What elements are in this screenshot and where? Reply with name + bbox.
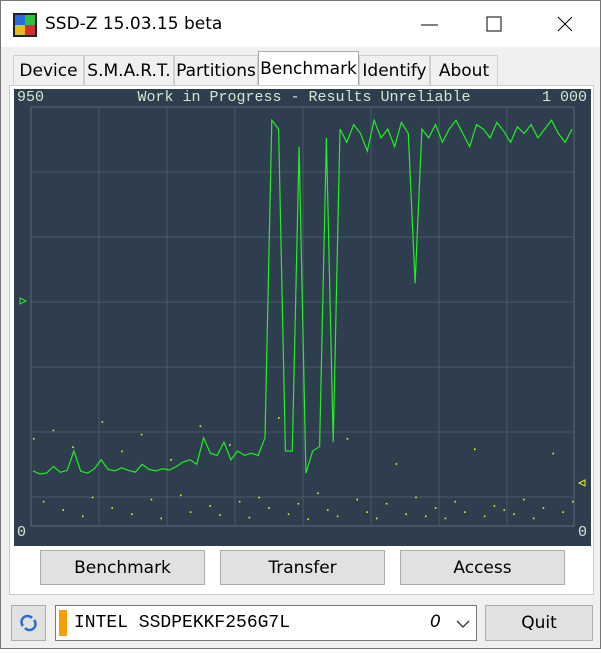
transfer-line bbox=[32, 118, 573, 475]
device-index: 0 bbox=[430, 612, 441, 632]
dropdown-arrow bbox=[456, 620, 470, 628]
access-point bbox=[483, 515, 486, 518]
refresh-button[interactable] bbox=[11, 605, 46, 641]
access-point bbox=[503, 509, 505, 511]
access-point bbox=[82, 515, 84, 518]
access-point bbox=[62, 509, 64, 511]
access-point bbox=[297, 502, 300, 505]
y-tick-label: 0 bbox=[17, 524, 26, 541]
access-point bbox=[493, 505, 496, 507]
quit-button[interactable]: Quit bbox=[485, 605, 593, 641]
access-point bbox=[131, 513, 133, 516]
access-point bbox=[454, 500, 456, 503]
access-point bbox=[258, 496, 260, 499]
access-point bbox=[356, 498, 358, 501]
y2-tick-label: 0 bbox=[578, 524, 587, 541]
chart-status: Work in Progress - Results Unreliable bbox=[137, 89, 470, 106]
access-point bbox=[170, 458, 172, 461]
access-point bbox=[513, 513, 515, 516]
window-title: SSD-Z 15.03.15 beta bbox=[45, 14, 223, 34]
access-point bbox=[229, 444, 231, 446]
access-point bbox=[327, 509, 329, 511]
access-point bbox=[219, 514, 221, 516]
access-point bbox=[111, 507, 113, 509]
tab[interactable]: Benchmark bbox=[258, 51, 359, 86]
access-point bbox=[101, 421, 104, 423]
title-bar: SSD-Z 15.03.15 beta bbox=[1, 1, 600, 47]
access-point bbox=[317, 492, 319, 495]
left-marker bbox=[19, 297, 28, 305]
access-point bbox=[307, 518, 309, 521]
y2-tick-label: 1 000 bbox=[542, 89, 587, 106]
access-point bbox=[562, 511, 564, 513]
tab[interactable]: Partitions bbox=[174, 55, 258, 85]
action-button[interactable]: Access bbox=[400, 550, 565, 585]
tab[interactable]: S.M.A.R.T. bbox=[84, 55, 174, 85]
device-name: INTEL SSDPEKKF256G7L bbox=[74, 613, 291, 633]
access-point bbox=[199, 425, 202, 428]
access-point bbox=[474, 448, 476, 451]
access-point bbox=[121, 450, 123, 453]
access-point bbox=[72, 446, 74, 448]
access-point bbox=[268, 507, 270, 509]
access-point bbox=[552, 452, 554, 455]
access-point bbox=[52, 429, 55, 432]
access-point bbox=[395, 463, 398, 465]
access-point bbox=[336, 515, 339, 518]
access-point bbox=[425, 515, 427, 518]
access-point bbox=[180, 494, 182, 497]
access-point bbox=[150, 498, 153, 501]
y-tick-label: 950 bbox=[17, 89, 44, 106]
access-point bbox=[278, 417, 280, 419]
access-point bbox=[140, 433, 143, 436]
access-point bbox=[376, 517, 378, 520]
access-point bbox=[209, 505, 211, 507]
access-point bbox=[91, 496, 94, 499]
access-point bbox=[572, 500, 574, 503]
access-point bbox=[248, 516, 251, 519]
access-point bbox=[189, 511, 192, 513]
access-point bbox=[434, 507, 437, 509]
right-marker bbox=[577, 479, 586, 487]
access-point bbox=[287, 513, 290, 516]
refresh-icon bbox=[20, 614, 37, 632]
access-point bbox=[346, 438, 349, 440]
access-point bbox=[464, 511, 466, 513]
action-button[interactable]: Benchmark bbox=[40, 550, 205, 585]
tab-panel: 0 950 0 1 000 Work in Progress - Results Unr… bbox=[9, 85, 594, 595]
app-icon bbox=[13, 13, 37, 37]
access-point bbox=[238, 500, 241, 503]
access-point bbox=[532, 517, 535, 520]
access-point bbox=[385, 502, 388, 505]
access-point bbox=[160, 517, 162, 520]
device-indicator bbox=[59, 610, 67, 636]
device-select[interactable]: INTEL SSDPEKKF256G7L 0 bbox=[55, 605, 477, 641]
tab[interactable]: Identify bbox=[359, 55, 430, 85]
window-controls[interactable] bbox=[411, 1, 581, 47]
access-point bbox=[542, 507, 545, 509]
access-point bbox=[42, 500, 45, 503]
access-point bbox=[405, 513, 407, 516]
tab[interactable]: About bbox=[430, 55, 498, 85]
action-button[interactable]: Transfer bbox=[220, 550, 385, 585]
benchmark-chart: 0 950 0 1 000 Work in Progress - Results Unr… bbox=[14, 89, 591, 546]
access-point bbox=[33, 438, 35, 440]
access-point bbox=[415, 496, 417, 499]
access-point bbox=[366, 511, 368, 513]
access-point bbox=[523, 498, 525, 501]
plot-frame bbox=[30, 106, 575, 527]
tab[interactable]: Device bbox=[13, 55, 84, 85]
access-point bbox=[444, 517, 447, 520]
